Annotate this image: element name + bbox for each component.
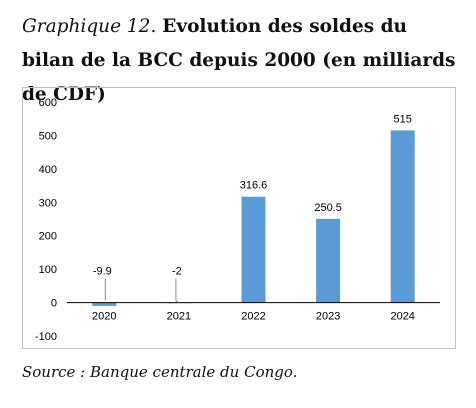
data-label: -9.9 (93, 266, 112, 278)
y-tick-label: 600 (39, 97, 57, 109)
bar (92, 302, 117, 306)
source-note: Source : Banque centrale du Congo. (22, 363, 298, 381)
x-tick-label: 2023 (316, 311, 340, 323)
y-tick-label: 500 (39, 130, 57, 142)
y-tick-label: 400 (39, 164, 57, 176)
y-tick-label: -100 (35, 331, 57, 343)
chart-number-label: Graphique 12. (22, 16, 157, 37)
data-label-leader (175, 300, 180, 303)
chart-frame (22, 87, 456, 349)
bar (316, 218, 341, 303)
bar (390, 130, 415, 303)
y-tick-label: 200 (39, 231, 57, 243)
x-tick-label: 2020 (92, 311, 116, 323)
data-label: 316.6 (240, 180, 268, 192)
chart-title: Graphique 12. Evolution des soldes du bi… (22, 10, 462, 112)
data-label: 250.5 (314, 202, 342, 214)
x-tick-label: 2021 (167, 311, 191, 323)
y-tick-label: 300 (39, 197, 57, 209)
data-label: -2 (172, 266, 182, 278)
chart-title-text: Evolution des soldes du bilan de la BCC … (22, 16, 456, 105)
bar (241, 196, 266, 303)
y-tick-label: 100 (39, 264, 57, 276)
x-tick-label: 2024 (390, 311, 414, 323)
y-tick-label: 0 (51, 298, 57, 310)
x-tick-label: 2022 (241, 311, 265, 323)
data-label: 515 (394, 113, 412, 125)
